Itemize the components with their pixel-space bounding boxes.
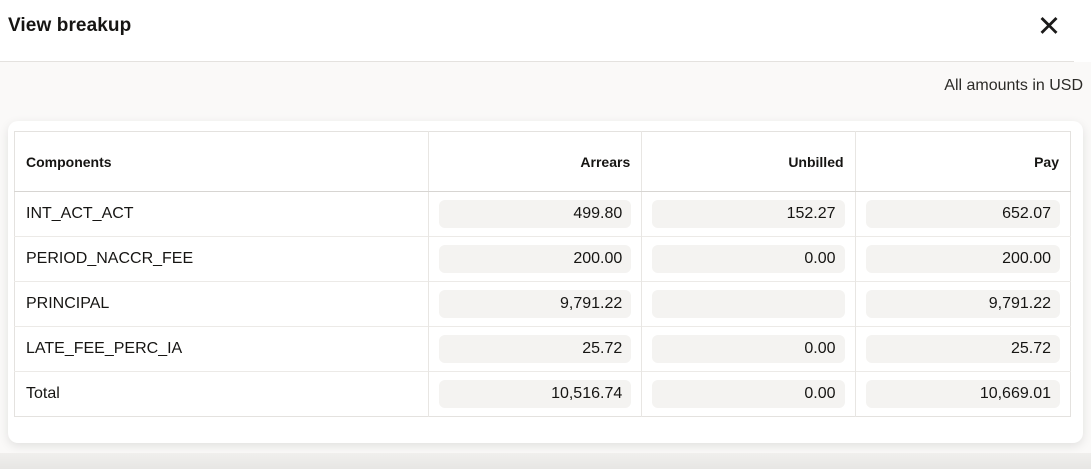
table-row: PERIOD_NACCR_FEE 200.00 0.00 200.00 [14, 236, 1071, 282]
unbilled-cell: 0.00 [641, 371, 856, 417]
pay-cell: 9,791.22 [854, 281, 1071, 327]
amount-pill: 9,791.22 [438, 290, 632, 318]
breakup-card: Components Arrears Unbilled Pay INT_ACT_… [8, 121, 1083, 443]
amount-pill: 0.00 [652, 335, 845, 363]
amount-pill: 9,791.22 [865, 290, 1060, 318]
table-row: Total 10,516.74 0.00 10,669.01 [14, 371, 1071, 417]
currency-note: All amounts in USD [944, 77, 1083, 94]
pay-cell: 652.07 [854, 191, 1071, 237]
close-button[interactable]: ✕ [1029, 6, 1069, 46]
amount-pill: 25.72 [438, 335, 632, 363]
table-body: INT_ACT_ACT 499.80 152.27 652.07 PERIOD_… [14, 191, 1071, 417]
arrears-cell: 10,516.74 [427, 371, 642, 417]
pay-cell: 10,669.01 [854, 371, 1071, 417]
table-row: LATE_FEE_PERC_IA 25.72 0.00 25.72 [14, 326, 1071, 372]
amount-pill: 152.27 [652, 200, 845, 228]
amount-pill: 0.00 [652, 245, 845, 273]
arrears-cell: 200.00 [427, 236, 642, 282]
amount-pill: 10,516.74 [438, 380, 632, 408]
component-cell: LATE_FEE_PERC_IA [14, 326, 429, 372]
unbilled-cell: 152.27 [641, 191, 856, 237]
arrears-cell: 25.72 [427, 326, 642, 372]
breakup-table: Components Arrears Unbilled Pay INT_ACT_… [14, 131, 1071, 417]
pay-cell: 200.00 [854, 236, 1071, 282]
close-icon: ✕ [1036, 8, 1062, 43]
page-background-strip [0, 453, 1091, 469]
column-header-arrears: Arrears [427, 131, 642, 192]
component-cell: PERIOD_NACCR_FEE [14, 236, 429, 282]
modal-body: All amounts in USD Components Arrears Un… [0, 62, 1091, 453]
column-header-components: Components [14, 131, 429, 192]
pay-cell: 25.72 [854, 326, 1071, 372]
amount-pill [652, 290, 845, 318]
component-cell: PRINCIPAL [14, 281, 429, 327]
component-cell: Total [14, 371, 429, 417]
column-header-unbilled: Unbilled [641, 131, 856, 192]
component-cell: INT_ACT_ACT [14, 191, 429, 237]
column-header-pay: Pay [854, 131, 1071, 192]
amount-pill: 0.00 [652, 380, 845, 408]
modal-header: View breakup ✕ [0, 0, 1091, 62]
unbilled-cell: 0.00 [641, 326, 856, 372]
amount-pill: 200.00 [438, 245, 632, 273]
amount-pill: 652.07 [865, 200, 1060, 228]
unbilled-cell: 0.00 [641, 236, 856, 282]
amount-pill: 200.00 [865, 245, 1060, 273]
amount-pill: 10,669.01 [865, 380, 1060, 408]
arrears-cell: 499.80 [427, 191, 642, 237]
header-row: Components Arrears Unbilled Pay [14, 131, 1071, 192]
arrears-cell: 9,791.22 [427, 281, 642, 327]
unbilled-cell [641, 281, 856, 327]
table-header: Components Arrears Unbilled Pay [14, 131, 1071, 192]
amount-pill: 25.72 [865, 335, 1060, 363]
amount-pill: 499.80 [438, 200, 632, 228]
table-row: INT_ACT_ACT 499.80 152.27 652.07 [14, 191, 1071, 237]
table-row: PRINCIPAL 9,791.22 9,791.22 [14, 281, 1071, 327]
modal-title: View breakup [8, 15, 132, 36]
